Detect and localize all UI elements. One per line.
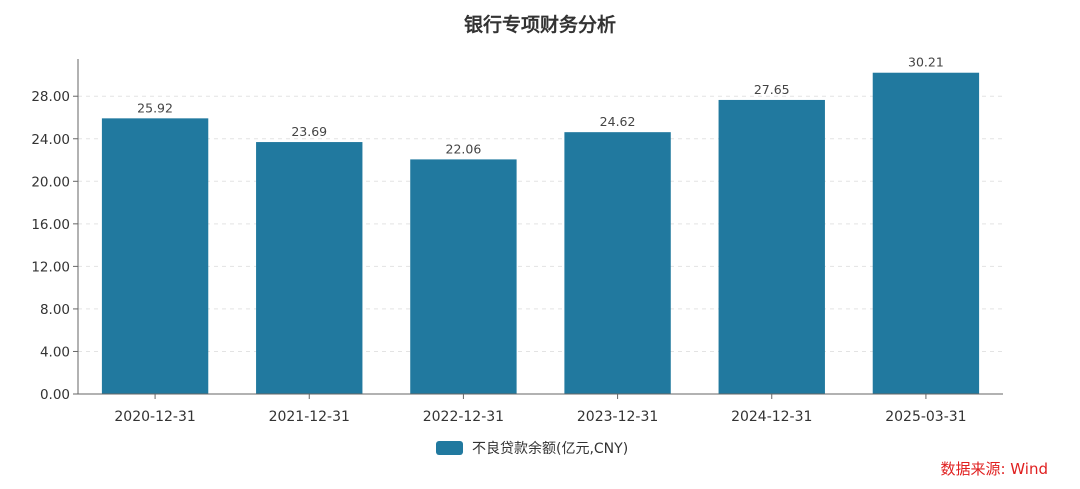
x-tick-label: 2021-12-31 [269,409,350,425]
y-axis: 0.00 4.00 8.00 12.00 16.00 20.00 24.00 28.00 [31,59,79,403]
y-tick-label: 12.00 [31,259,70,275]
bar[interactable] [872,72,980,394]
y-tick-label: 16.00 [31,217,70,233]
y-tick-label: 28.00 [31,89,70,105]
bar[interactable] [718,99,825,394]
x-tick-label: 2025-03-31 [885,409,966,425]
x-axis: 2020-12-31 2021-12-31 2022-12-31 2023-12-31… [78,393,1003,425]
data-label: 22.06 [446,141,482,156]
source-note: 数据来源: Wind [940,460,1048,478]
y-tick-label: 4.00 [40,344,70,360]
y-tick-label: 0.00 [40,387,70,403]
bar-series: 25.92 23.69 22.06 24.62 27.65 30.21 [101,55,980,394]
data-label: 30.21 [908,55,944,70]
bar[interactable] [101,118,209,394]
x-tick-label: 2023-12-31 [577,409,658,425]
data-label: 27.65 [754,82,790,97]
y-tick-label: 20.00 [31,174,70,190]
legend-label[interactable]: 不良贷款余额(亿元,CNY) [472,440,628,457]
y-tick-label: 8.00 [40,302,70,318]
grid-lines [78,95,1003,352]
data-label: 23.69 [291,124,327,139]
y-tick-label: 24.00 [31,132,70,148]
x-tick-label: 2020-12-31 [114,409,195,425]
bar[interactable] [256,142,363,394]
chart-title: 银行专项财务分析 [464,13,616,36]
legend-swatch[interactable] [436,441,463,455]
x-tick-label: 2022-12-31 [423,409,504,425]
x-tick-label: 2024-12-31 [731,409,812,425]
bar[interactable] [410,159,517,394]
data-label: 24.62 [600,114,636,129]
data-label: 25.92 [137,100,173,115]
legend[interactable]: 不良贷款余额(亿元,CNY) [436,440,628,457]
bar[interactable] [564,132,671,394]
